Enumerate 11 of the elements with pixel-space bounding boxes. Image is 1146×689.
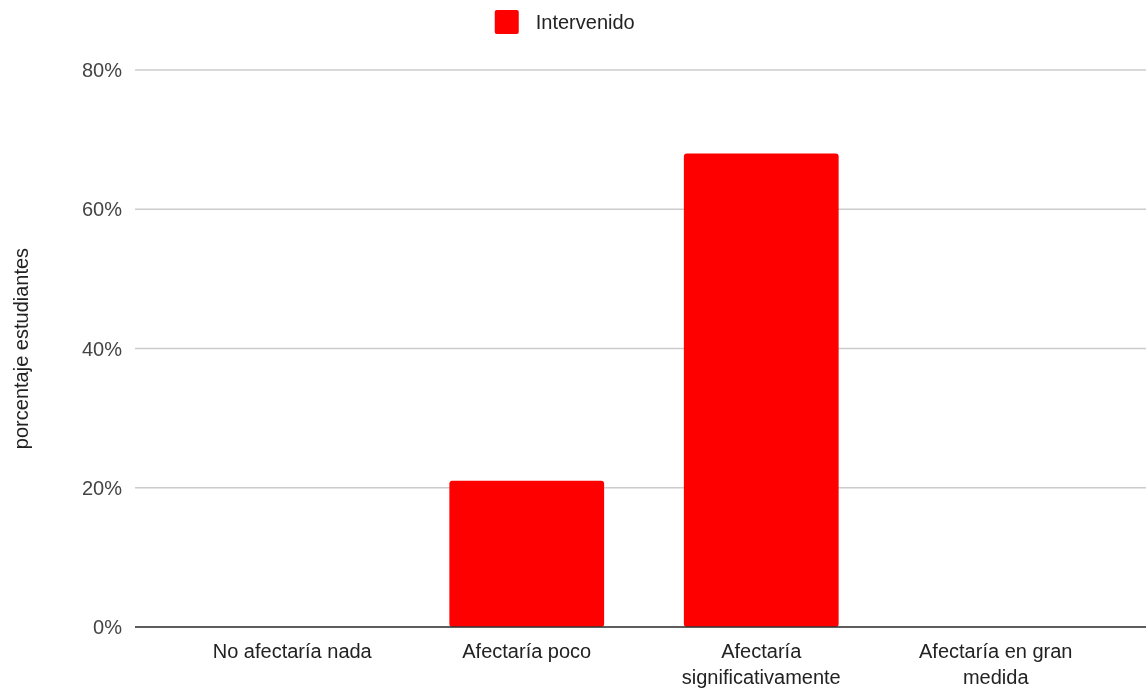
- y-tick-label: 20%: [81, 476, 123, 499]
- y-tick-label: 60%: [81, 198, 123, 221]
- x-tick-label: No afectaría nada: [212, 640, 373, 662]
- y-tick-label: 0%: [93, 616, 123, 638]
- x-tick-label: Afectaría en gran medida: [919, 640, 1073, 688]
- x-tick-label: Afectaría significativamente: [681, 640, 841, 688]
- y-axis-title: porcentaje estudiantes: [10, 247, 32, 450]
- y-tick-label: 80%: [81, 59, 123, 81]
- y-tick-label: 40%: [81, 337, 123, 360]
- x-tick-label: Afectaría poco: [462, 640, 592, 662]
- legend-label: Intervenido: [535, 11, 635, 33]
